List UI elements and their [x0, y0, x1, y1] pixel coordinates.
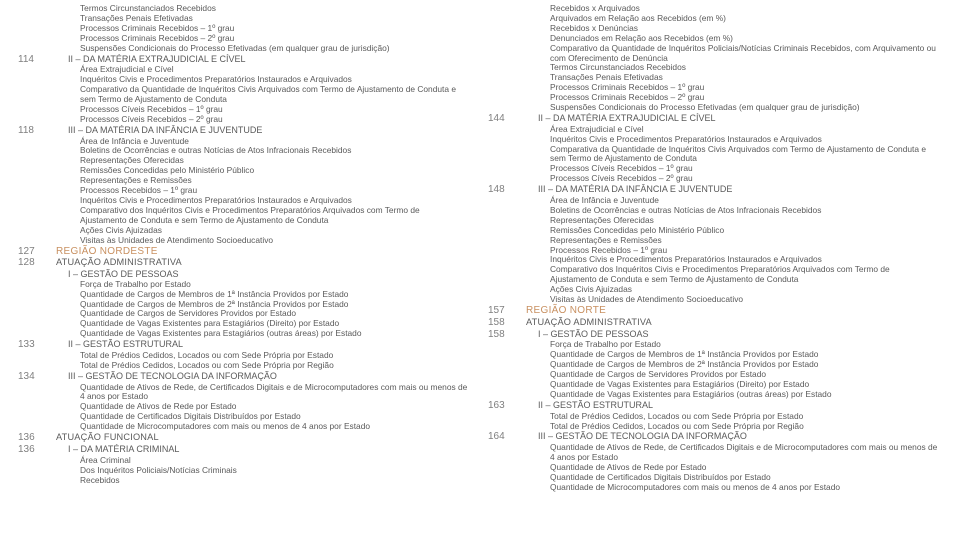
toc-row: 118III – DA MATÉRIA DA INFÂNCIA E JUVENT… [18, 125, 472, 137]
toc-row: 158ATUAÇÃO ADMINISTRATIVA [488, 317, 942, 329]
toc-entry-text: Comparativo dos Inquéritos Civis e Proce… [526, 265, 942, 285]
toc-entry-text: Visitas às Unidades de Atendimento Socio… [56, 236, 472, 246]
toc-row: Total de Prédios Cedidos, Locados ou com… [488, 422, 942, 432]
page-number: 157 [488, 305, 526, 317]
toc-row: 163II – GESTÃO ESTRUTURAL [488, 400, 942, 412]
toc-entry-text: Total de Prédios Cedidos, Locados ou com… [56, 361, 472, 371]
toc-row: Suspensões Condicionais do Processo Efet… [488, 103, 942, 113]
toc-row: Comparativo dos Inquéritos Civis e Proce… [488, 265, 942, 285]
page-number: 158 [488, 329, 526, 341]
page-number: 164 [488, 431, 526, 443]
toc-entry-text: II – GESTÃO ESTRUTURAL [56, 339, 183, 350]
toc-row: Visitas às Unidades de Atendimento Socio… [18, 236, 472, 246]
toc-entry-text: Quantidade de Vagas Existentes para Esta… [56, 329, 472, 339]
page-number: 134 [18, 371, 56, 383]
toc-entry-text: I – GESTÃO DE PESSOAS [526, 329, 649, 340]
toc-entry-text: Total de Prédios Cedidos, Locados ou com… [526, 412, 942, 422]
toc-row: 134III – GESTÃO DE TECNOLOGIA DA INFORMA… [18, 371, 472, 383]
toc-entry-text: Suspensões Condicionais do Processo Efet… [526, 103, 942, 113]
toc-entry-text: ATUAÇÃO FUNCIONAL [56, 432, 159, 443]
toc-row: 157REGIÃO NORTE [488, 305, 942, 317]
toc-entry-text: REGIÃO NORDESTE [56, 246, 158, 258]
toc-column-right: Recebidos x ArquivadosArquivados em Rela… [480, 0, 950, 554]
toc-entry-text: II – DA MATÉRIA EXTRAJUDICIAL E CÍVEL [56, 54, 246, 65]
toc-entry-text: Processos Cíveis Recebidos – 2º grau [56, 115, 472, 125]
toc-entry-text: Suspensões Condicionais do Processo Efet… [56, 44, 472, 54]
page-number: 148 [488, 184, 526, 196]
page-number: 136 [18, 444, 56, 456]
toc-entry-text: ATUAÇÃO ADMINISTRATIVA [56, 257, 182, 268]
toc-entry-text: II – DA MATÉRIA EXTRAJUDICIAL E CÍVEL [526, 113, 716, 124]
page-number: 114 [18, 54, 56, 66]
toc-entry-text: III – GESTÃO DE TECNOLOGIA DA INFORMAÇÃO [56, 371, 277, 382]
toc-entry-text: Quantidade de Ativos de Rede, de Certifi… [526, 443, 942, 463]
page-number: 144 [488, 113, 526, 125]
toc-row: Visitas às Unidades de Atendimento Socio… [488, 295, 942, 305]
toc-row: Recebidos [18, 476, 472, 486]
toc-entry-text: III – GESTÃO DE TECNOLOGIA DA INFORMAÇÃO [526, 431, 747, 442]
toc-entry-text: II – GESTÃO ESTRUTURAL [526, 400, 653, 411]
toc-entry-text: I – DA MATÉRIA CRIMINAL [56, 444, 179, 455]
toc-entry-text: Visitas às Unidades de Atendimento Socio… [526, 295, 942, 305]
toc-entry-text: Quantidade de Vagas Existentes para Esta… [526, 390, 942, 400]
toc-row: Total de Prédios Cedidos, Locados ou com… [488, 412, 942, 422]
toc-row: Comparativo dos Inquéritos Civis e Proce… [18, 206, 472, 226]
toc-row: Comparativo da Quantidade de Inquéritos … [18, 85, 472, 105]
toc-entry-text: Comparativo da Quantidade de Inquéritos … [56, 85, 472, 105]
toc-row: Quantidade de Microcomputadores com mais… [488, 483, 942, 493]
toc-entry-text: Comparativo da Quantidade de Inquéritos … [526, 44, 942, 64]
page-number: 163 [488, 400, 526, 412]
page-number: 158 [488, 317, 526, 329]
toc-entry-text: III – DA MATÉRIA DA INFÂNCIA E JUVENTUDE [526, 184, 732, 195]
toc-entry-text: Comparativo dos Inquéritos Civis e Proce… [56, 206, 472, 226]
toc-row: 127REGIÃO NORDESTE [18, 246, 472, 258]
toc-row: Quantidade de Vagas Existentes para Esta… [18, 329, 472, 339]
page-number: 133 [18, 339, 56, 351]
toc-entry-text: Quantidade de Microcomputadores com mais… [56, 422, 472, 432]
toc-row: 136ATUAÇÃO FUNCIONAL [18, 432, 472, 444]
toc-entry-text: Quantidade de Ativos de Rede, de Certifi… [56, 383, 472, 403]
page-number: 136 [18, 432, 56, 444]
toc-column-left: Termos Circunstanciados RecebidosTransaç… [10, 0, 480, 554]
toc-entry-text: Comparativa da Quantidade de Inquéritos … [526, 145, 942, 165]
toc-row: Processos Cíveis Recebidos – 2º grau [18, 115, 472, 125]
toc-entry-text: III – DA MATÉRIA DA INFÂNCIA E JUVENTUDE [56, 125, 262, 136]
toc-row: 136I – DA MATÉRIA CRIMINAL [18, 444, 472, 456]
toc-row: Total de Prédios Cedidos, Locados ou com… [18, 361, 472, 371]
toc-entry-text: Recebidos [56, 476, 472, 486]
toc-entry-text: ATUAÇÃO ADMINISTRATIVA [526, 317, 652, 328]
toc-row: 144II – DA MATÉRIA EXTRAJUDICIAL E CÍVEL [488, 113, 942, 125]
toc-row: Quantidade de Ativos de Rede, de Certifi… [18, 383, 472, 403]
toc-row: Suspensões Condicionais do Processo Efet… [18, 44, 472, 54]
toc-row: Quantidade de Vagas Existentes para Esta… [488, 390, 942, 400]
toc-row: Quantidade de Microcomputadores com mais… [18, 422, 472, 432]
page-number: 127 [18, 246, 56, 258]
toc-row: Processos Cíveis Recebidos – 2º grau [488, 174, 942, 184]
page-number: 118 [18, 125, 56, 137]
toc-row: Comparativo da Quantidade de Inquéritos … [488, 44, 942, 64]
toc-row: 128ATUAÇÃO ADMINISTRATIVA [18, 257, 472, 269]
page-number: 128 [18, 257, 56, 269]
toc-entry-text: Quantidade de Microcomputadores com mais… [526, 483, 942, 493]
toc-entry-text: REGIÃO NORTE [526, 305, 606, 317]
toc-row: Comparativa da Quantidade de Inquéritos … [488, 145, 942, 165]
toc-entry-text: Total de Prédios Cedidos, Locados ou com… [526, 422, 942, 432]
toc-row: Quantidade de Ativos de Rede, de Certifi… [488, 443, 942, 463]
toc-entry-text: Processos Cíveis Recebidos – 2º grau [526, 174, 942, 184]
